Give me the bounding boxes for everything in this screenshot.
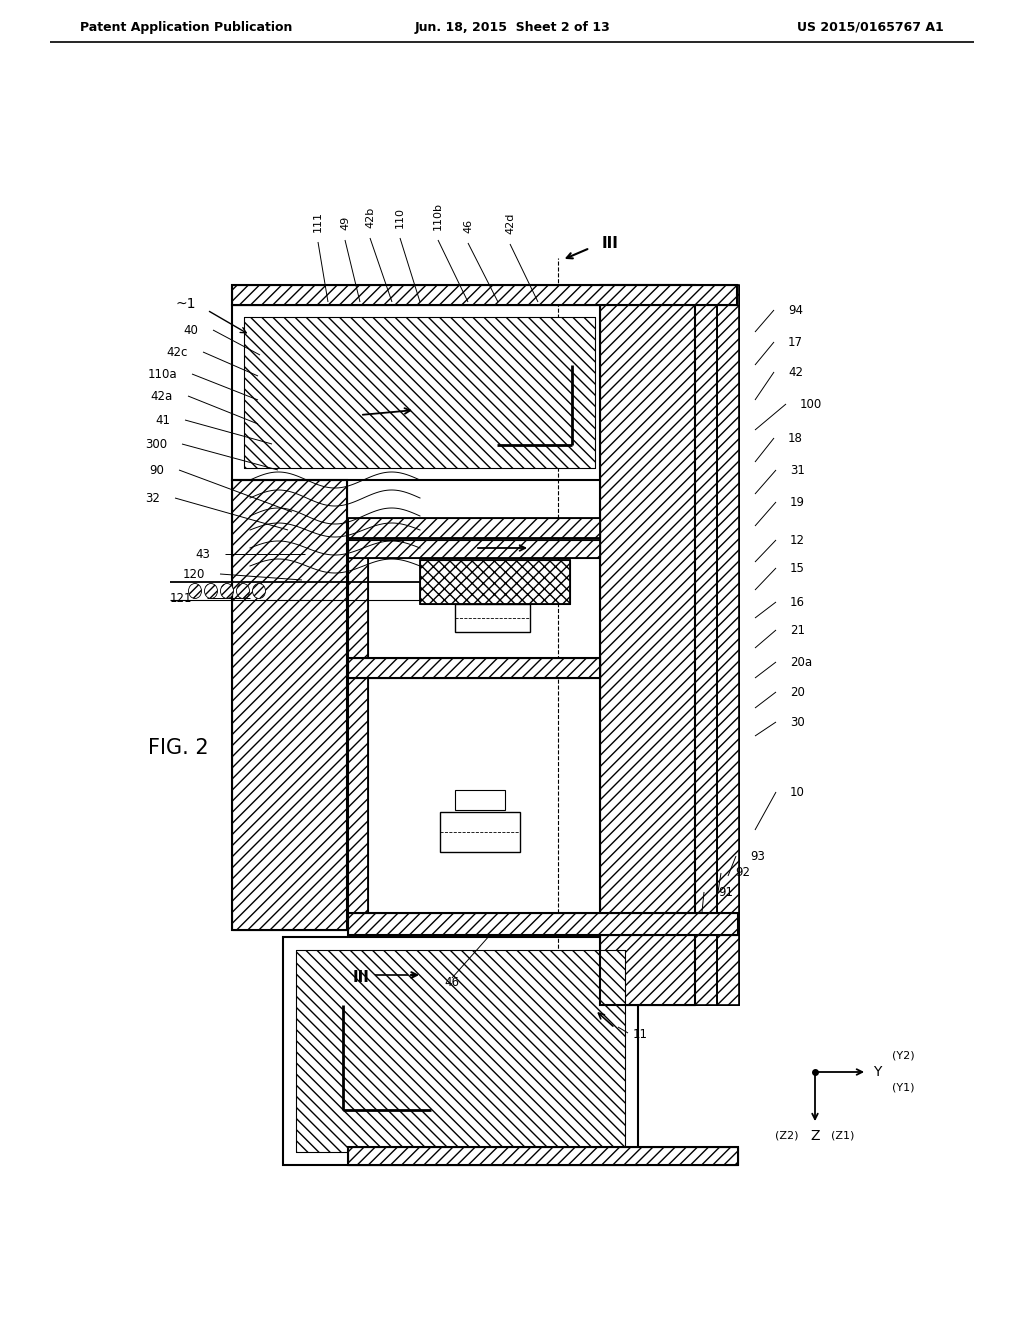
Text: 12: 12 bbox=[790, 533, 805, 546]
Text: 15: 15 bbox=[790, 561, 805, 574]
Ellipse shape bbox=[237, 583, 250, 598]
Text: III: III bbox=[601, 236, 618, 252]
Text: 49: 49 bbox=[340, 215, 350, 230]
Text: 111: 111 bbox=[313, 211, 323, 232]
Text: 91: 91 bbox=[718, 886, 733, 899]
Text: 43: 43 bbox=[196, 548, 210, 561]
Text: 20a: 20a bbox=[790, 656, 812, 668]
Text: 31: 31 bbox=[790, 463, 805, 477]
Bar bbox=[440, 812, 520, 851]
Text: 18: 18 bbox=[788, 432, 803, 445]
Bar bbox=[717, 285, 739, 1005]
Text: FIG. 2: FIG. 2 bbox=[148, 738, 209, 758]
Text: 32: 32 bbox=[145, 491, 160, 504]
Bar bbox=[348, 913, 738, 935]
Bar bbox=[232, 285, 737, 305]
Text: 46: 46 bbox=[444, 977, 460, 990]
Bar bbox=[348, 1147, 738, 1166]
Text: 110b: 110b bbox=[433, 202, 443, 230]
Text: 30: 30 bbox=[790, 715, 805, 729]
Text: Y: Y bbox=[872, 1065, 882, 1078]
Text: 90: 90 bbox=[150, 463, 164, 477]
Bar bbox=[348, 539, 368, 931]
Text: Z: Z bbox=[810, 1129, 820, 1143]
Text: 121: 121 bbox=[170, 591, 193, 605]
Bar bbox=[348, 540, 600, 558]
Bar bbox=[244, 317, 595, 469]
Bar bbox=[600, 285, 695, 1005]
Bar bbox=[232, 285, 737, 305]
Bar bbox=[244, 317, 595, 469]
Bar bbox=[455, 605, 530, 632]
Bar bbox=[420, 560, 570, 605]
Bar bbox=[232, 305, 607, 480]
Text: 42a: 42a bbox=[151, 389, 173, 403]
Text: (Y2): (Y2) bbox=[892, 1051, 914, 1061]
Text: 120: 120 bbox=[182, 568, 205, 581]
Text: (Y1): (Y1) bbox=[892, 1082, 914, 1093]
Bar bbox=[232, 480, 347, 931]
Bar bbox=[232, 480, 347, 931]
Bar bbox=[348, 657, 600, 678]
Text: 42: 42 bbox=[788, 366, 803, 379]
Ellipse shape bbox=[253, 583, 265, 598]
Text: 17: 17 bbox=[788, 335, 803, 348]
Text: 300: 300 bbox=[144, 437, 167, 450]
Text: 110a: 110a bbox=[147, 367, 177, 380]
Bar bbox=[283, 937, 638, 1166]
Bar bbox=[717, 285, 739, 1005]
Bar bbox=[296, 950, 625, 1152]
Ellipse shape bbox=[188, 583, 202, 598]
Text: 92: 92 bbox=[735, 866, 750, 879]
Bar bbox=[348, 913, 738, 935]
Bar bbox=[600, 285, 695, 1005]
Text: 11: 11 bbox=[633, 1028, 647, 1041]
Bar bbox=[348, 517, 600, 539]
Ellipse shape bbox=[205, 583, 217, 598]
Bar bbox=[348, 657, 600, 678]
Bar bbox=[455, 789, 505, 810]
Text: 46: 46 bbox=[463, 219, 473, 234]
Text: 93: 93 bbox=[750, 850, 765, 862]
Bar bbox=[420, 560, 570, 605]
Text: 21: 21 bbox=[790, 623, 805, 636]
Text: 110: 110 bbox=[395, 207, 406, 228]
Text: US 2015/0165767 A1: US 2015/0165767 A1 bbox=[798, 21, 944, 33]
Bar bbox=[348, 540, 600, 558]
Bar bbox=[695, 285, 717, 1005]
Text: 100: 100 bbox=[800, 397, 822, 411]
Text: 94: 94 bbox=[788, 304, 803, 317]
Text: 16: 16 bbox=[790, 595, 805, 609]
Bar bbox=[695, 285, 717, 1005]
Text: Patent Application Publication: Patent Application Publication bbox=[80, 21, 293, 33]
Text: 40: 40 bbox=[183, 323, 198, 337]
Text: 20: 20 bbox=[790, 685, 805, 698]
Text: 42c: 42c bbox=[167, 346, 188, 359]
Text: 10: 10 bbox=[790, 785, 805, 799]
Text: 42b: 42b bbox=[365, 207, 375, 228]
Bar bbox=[348, 539, 368, 931]
Text: 42d: 42d bbox=[505, 213, 515, 234]
Ellipse shape bbox=[220, 583, 233, 598]
Text: Jun. 18, 2015  Sheet 2 of 13: Jun. 18, 2015 Sheet 2 of 13 bbox=[414, 21, 610, 33]
Text: III: III bbox=[353, 970, 370, 986]
Bar bbox=[348, 517, 600, 539]
Bar bbox=[348, 1147, 738, 1166]
Text: ~1: ~1 bbox=[175, 297, 196, 312]
Text: (Z1): (Z1) bbox=[831, 1131, 855, 1140]
Text: (Z2): (Z2) bbox=[775, 1131, 799, 1140]
Bar bbox=[296, 950, 625, 1152]
Text: 41: 41 bbox=[155, 413, 170, 426]
Text: 19: 19 bbox=[790, 495, 805, 508]
